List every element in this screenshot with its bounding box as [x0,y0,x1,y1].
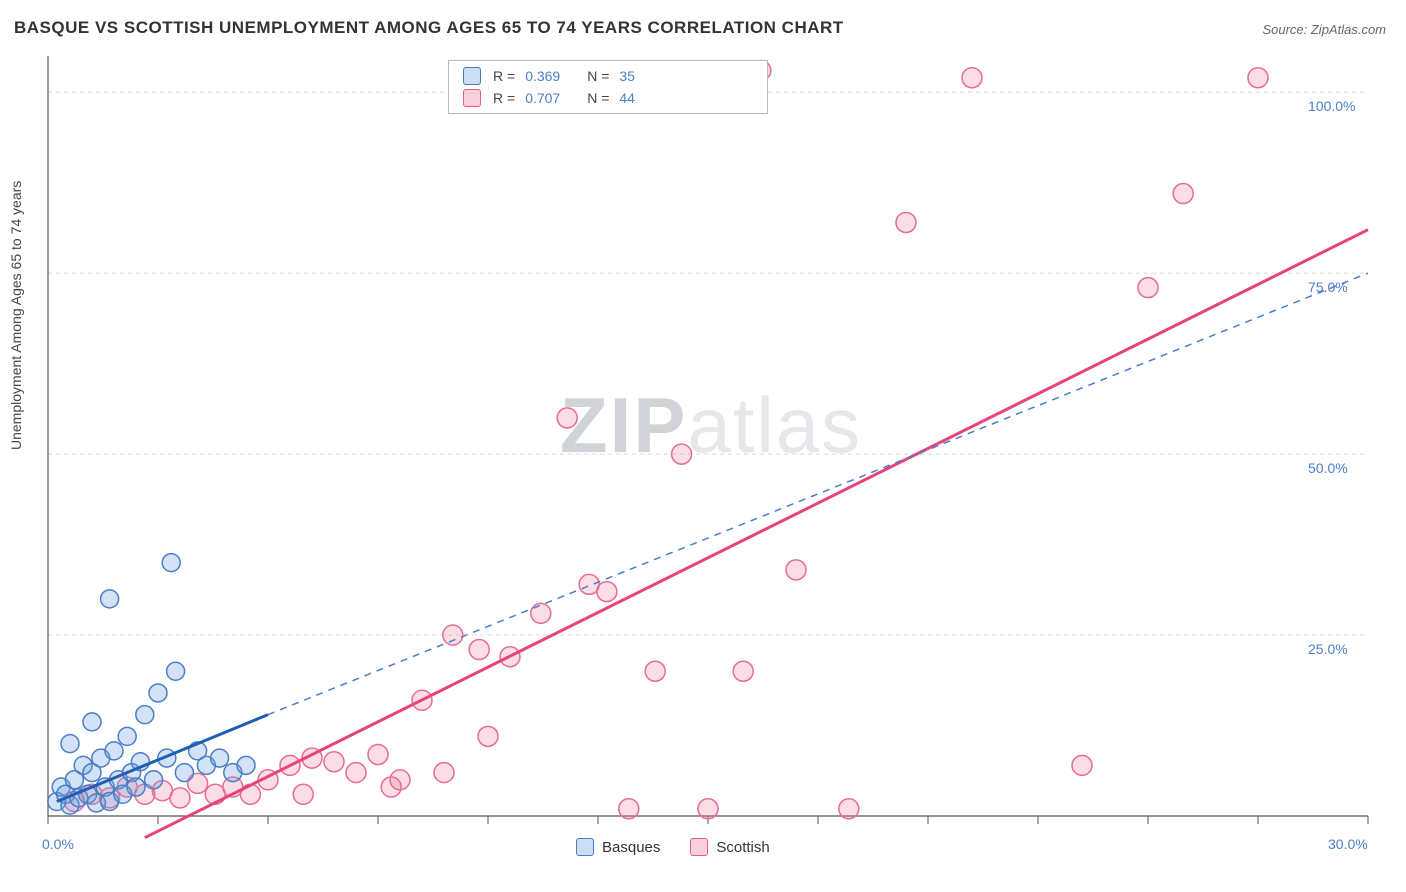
x-tick-label: 0.0% [42,836,74,852]
legend-item: Scottish [690,838,769,856]
correlation-stats-box: R =0.369N =35R =0.707N =44 [448,60,768,114]
y-tick-label: 75.0% [1308,279,1348,295]
legend: Basques Scottish [576,838,770,856]
y-tick-label: 25.0% [1308,641,1348,657]
y-tick-label: 50.0% [1308,460,1348,476]
scatter-chart [0,0,1406,892]
stats-row: R =0.369N =35 [449,65,767,87]
y-tick-label: 100.0% [1308,98,1355,114]
stats-row: R =0.707N =44 [449,87,767,109]
x-tick-label: 30.0% [1328,836,1368,852]
legend-item: Basques [576,838,660,856]
